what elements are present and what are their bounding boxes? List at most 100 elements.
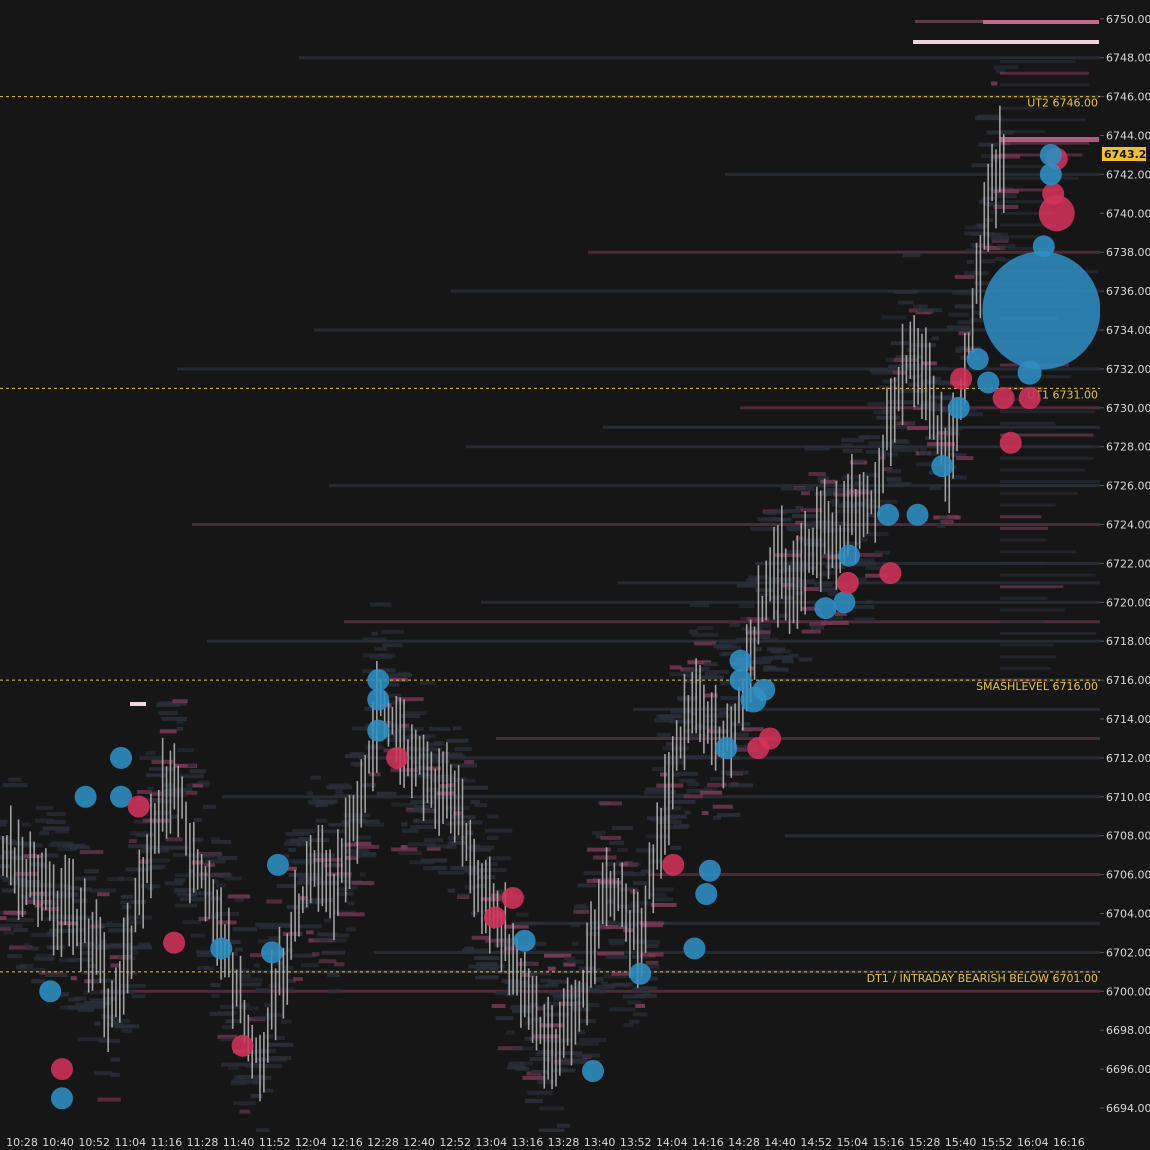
liquidity-cell bbox=[410, 800, 434, 805]
liquidity-cell bbox=[369, 602, 392, 607]
liquidity-cell bbox=[557, 1123, 570, 1128]
liquidity-cell bbox=[939, 515, 955, 520]
x-axis[interactable]: 10:28 10:40 10:52 11:04 11:16 11:28 11:40 11:52… bbox=[0, 1132, 1150, 1150]
liquidity-cell bbox=[353, 762, 361, 767]
liquidity-cell bbox=[697, 626, 713, 631]
liquidity-cell bbox=[617, 848, 628, 853]
liquidity-cell bbox=[571, 941, 579, 946]
liquidity-cell bbox=[538, 1128, 565, 1133]
liquidity-cell bbox=[600, 835, 622, 840]
liquidity-cell bbox=[449, 763, 477, 768]
liquidity-cell bbox=[807, 552, 816, 557]
x-tick-label: 12:04 bbox=[295, 1136, 327, 1149]
buy-volume-bubble bbox=[1039, 143, 1062, 166]
large-resting-order bbox=[1000, 137, 1099, 142]
y-axis[interactable]: 6694.00 6696.00 6698.00 6700.00 6702.00 6704.… bbox=[1100, 0, 1150, 1150]
liquidity-cell bbox=[890, 440, 910, 445]
liquidity-cell bbox=[711, 725, 723, 730]
liquidity-cell bbox=[266, 899, 283, 904]
liquidity-cell bbox=[551, 1068, 576, 1073]
x-tick-label: 14:04 bbox=[656, 1136, 688, 1149]
y-tick-label: 6730.00 bbox=[1106, 402, 1150, 415]
liquidity-cell bbox=[328, 783, 350, 788]
liquidity-cell bbox=[664, 814, 687, 819]
liquidity-cell bbox=[334, 910, 356, 915]
orderbook-cell bbox=[1000, 130, 1046, 134]
liquidity-cell bbox=[217, 1034, 237, 1039]
liquidity-cell bbox=[68, 1006, 80, 1011]
y-tick-label: 6734.00 bbox=[1106, 324, 1150, 337]
liquidity-line bbox=[314, 328, 1100, 332]
liquidity-cell bbox=[424, 838, 444, 843]
liquidity-cell bbox=[31, 979, 46, 984]
liquidity-cell bbox=[834, 611, 847, 616]
liquidity-cell bbox=[320, 938, 347, 943]
liquidity-cell bbox=[361, 852, 377, 857]
liquidity-cell bbox=[925, 451, 945, 456]
liquidity-cell bbox=[158, 711, 178, 716]
liquidity-cell bbox=[623, 872, 646, 877]
liquidity-cell bbox=[401, 822, 408, 827]
liquidity-cell bbox=[7, 954, 23, 959]
liquidity-cell bbox=[592, 878, 617, 883]
liquidity-cell bbox=[292, 953, 316, 958]
liquidity-cell bbox=[408, 842, 436, 847]
liquidity-cell bbox=[97, 1001, 110, 1006]
liquidity-cell bbox=[910, 343, 937, 348]
orderbook-cell bbox=[1000, 211, 1055, 215]
liquidity-cell bbox=[991, 236, 1010, 241]
liquidity-cell bbox=[377, 653, 396, 658]
y-tick-label: 6724.00 bbox=[1106, 519, 1150, 532]
liquidity-cell bbox=[579, 1037, 607, 1042]
liquidity-cell bbox=[385, 682, 400, 687]
liquidity-cell bbox=[310, 775, 322, 780]
liquidity-cell bbox=[58, 847, 78, 852]
liquidity-cell bbox=[780, 486, 795, 491]
x-tick-label: 12:16 bbox=[331, 1136, 363, 1149]
liquidity-cell bbox=[494, 942, 515, 947]
liquidity-cell bbox=[245, 1063, 268, 1068]
liquidity-cell bbox=[683, 729, 692, 734]
liquidity-cell bbox=[250, 953, 264, 958]
liquidity-cell bbox=[293, 977, 303, 982]
liquidity-cell bbox=[112, 1018, 130, 1023]
liquidity-cell bbox=[660, 772, 668, 777]
resting-order bbox=[130, 702, 146, 706]
liquidity-cell bbox=[635, 1003, 646, 1008]
x-tick-label: 15:04 bbox=[836, 1136, 868, 1149]
liquidity-cell bbox=[892, 370, 907, 375]
liquidity-cell bbox=[633, 881, 648, 886]
liquidity-cell bbox=[205, 859, 226, 864]
current-price-label: 6743.25 bbox=[1104, 148, 1150, 161]
liquidity-cell bbox=[858, 552, 883, 557]
liquidity-cell bbox=[495, 1016, 514, 1021]
liquidity-cell bbox=[427, 844, 453, 849]
orderbook-cell bbox=[1000, 176, 1079, 180]
liquidity-cell bbox=[740, 616, 753, 621]
liquidity-cell bbox=[391, 847, 418, 852]
liquidity-cell bbox=[238, 977, 263, 982]
liquidity-cell bbox=[110, 1072, 120, 1077]
liquidity-line bbox=[496, 736, 1100, 740]
liquidity-cell bbox=[631, 954, 649, 959]
liquidity-cell bbox=[305, 930, 314, 935]
liquidity-cell bbox=[35, 953, 54, 958]
liquidity-cell bbox=[312, 796, 320, 801]
orderbook-cell bbox=[1000, 200, 1066, 204]
liquidity-cell bbox=[964, 407, 977, 412]
liquidity-cell bbox=[810, 625, 825, 630]
liquidity-cell bbox=[701, 811, 709, 816]
liquidity-cell bbox=[22, 822, 32, 827]
liquidity-cell bbox=[210, 896, 221, 901]
liquidity-cell bbox=[288, 872, 308, 877]
liquidity-cell bbox=[98, 1038, 120, 1043]
liquidity-cell bbox=[570, 923, 581, 928]
liquidity-cell bbox=[893, 445, 906, 450]
liquidity-cell bbox=[161, 716, 187, 721]
liquidity-cell bbox=[0, 855, 13, 860]
liquidity-cell bbox=[955, 426, 963, 431]
orderbook-cell bbox=[1000, 666, 1052, 670]
liquidity-cell bbox=[587, 847, 611, 852]
